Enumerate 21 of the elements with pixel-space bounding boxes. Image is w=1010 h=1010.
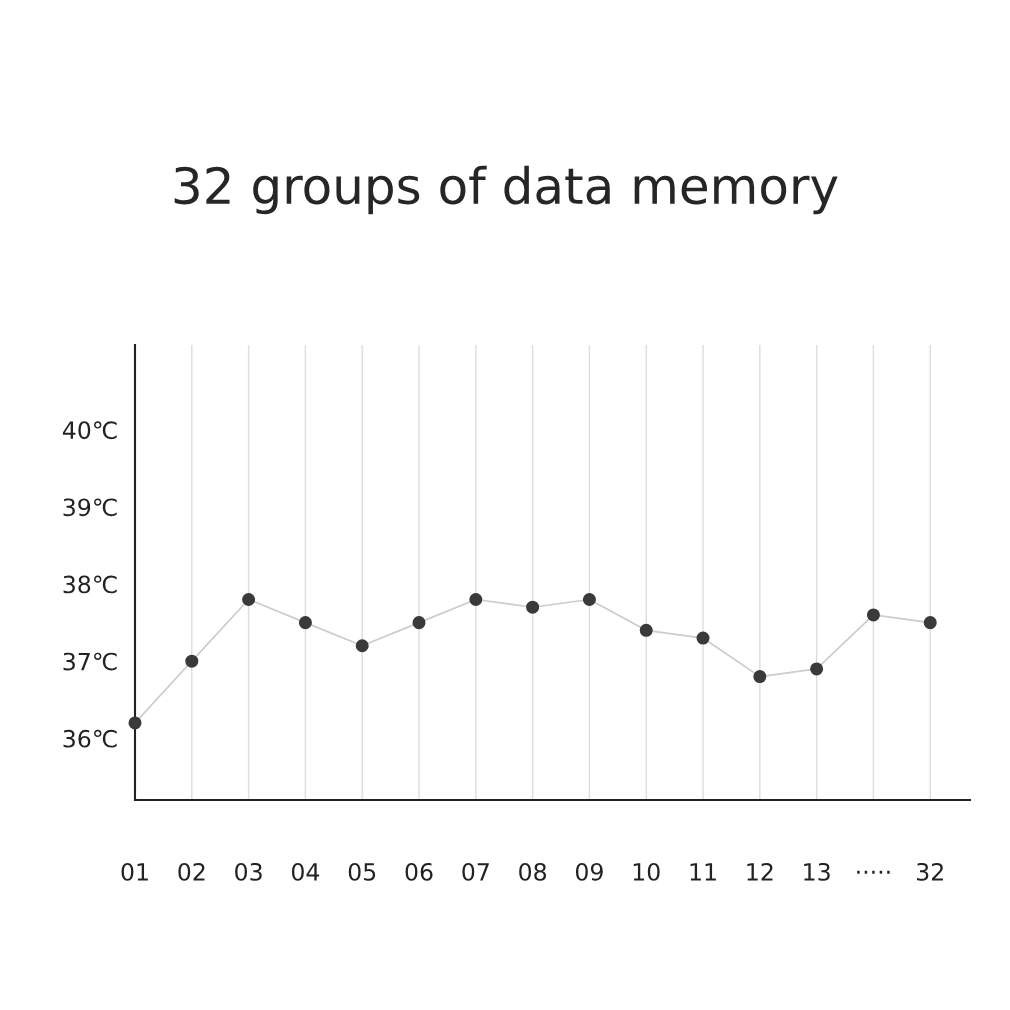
x-tick-label: 05 (348, 862, 376, 881)
chart-title: 32 groups of data memory (174, 165, 838, 215)
x-tick-label: ····· (857, 870, 890, 874)
x-tick-label: 32 (917, 862, 943, 881)
y-tick-label: 40℃ (62, 421, 117, 440)
x-tick-label: 03 (235, 862, 262, 881)
y-tick-label: 39℃ (63, 498, 117, 517)
y-tick-label: 38℃ (63, 575, 117, 594)
x-tick-label: 06 (405, 862, 433, 881)
y-tick-label: 36℃ (63, 729, 117, 748)
x-tick-label: 04 (291, 862, 320, 881)
y-tick-label: 37℃ (63, 652, 117, 671)
x-tick-label: 07 (462, 862, 489, 881)
x-tick-label: 08 (519, 862, 547, 881)
x-tick-label: 13 (804, 862, 830, 881)
x-tick-label: 09 (575, 862, 603, 881)
x-tick-label: 02 (178, 862, 205, 881)
x-tick-label: 11 (690, 863, 716, 881)
x-tick-label: 12 (747, 862, 773, 881)
x-tick-label: 10 (633, 862, 660, 881)
x-tick-label: 01 (121, 862, 148, 881)
